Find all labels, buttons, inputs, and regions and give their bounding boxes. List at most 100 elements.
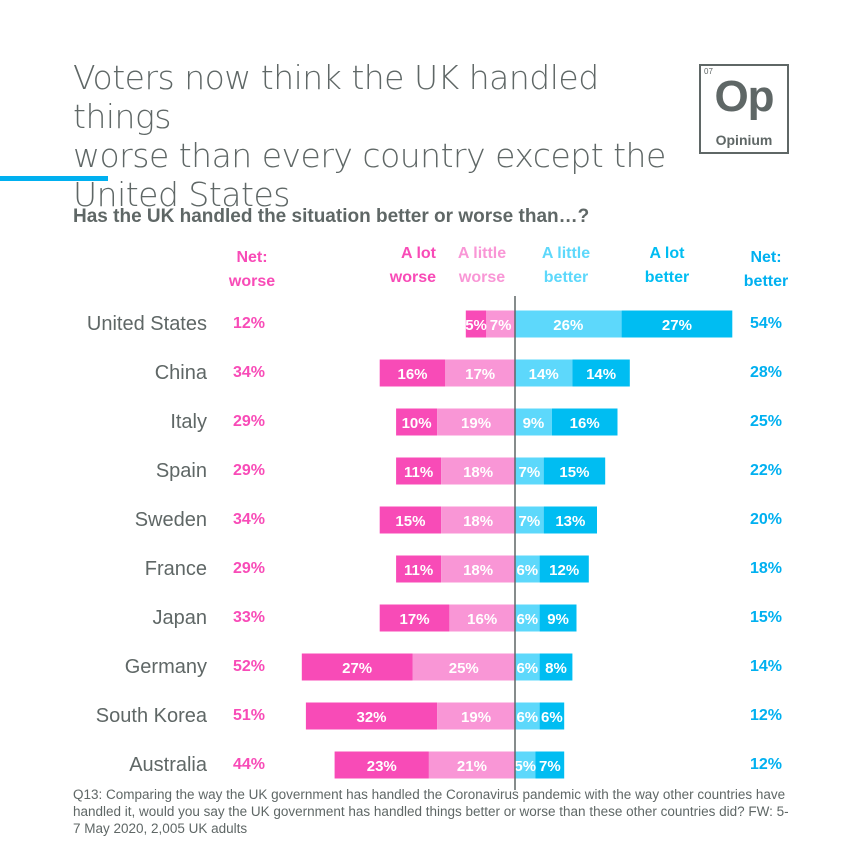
header-line: Net: <box>236 249 268 266</box>
header-line: worse <box>228 273 276 290</box>
bar-a-lot-worse-label: 32% <box>356 709 386 726</box>
bar-a-lot-better <box>539 702 565 730</box>
category-label: Japan <box>153 607 208 629</box>
bar-a-lot-better <box>539 653 573 681</box>
title-line: worse than every country except the <box>73 136 666 175</box>
header-a-lot-better: A lot better <box>632 242 702 290</box>
bar-a-lot-better-label: 12% <box>549 562 579 579</box>
net-better-value: 20% <box>750 511 782 528</box>
bar-a-lot-better <box>539 555 589 583</box>
bar-a-lot-worse <box>396 408 438 436</box>
bar-a-lot-better-label: 15% <box>559 464 589 481</box>
bar-a-little-better-label: 6% <box>516 709 538 726</box>
bar-a-little-worse <box>441 506 515 534</box>
header-net-worse: Net: worse <box>222 246 282 294</box>
bar-a-little-better <box>515 310 622 338</box>
bar-a-little-better <box>515 408 552 436</box>
bar-a-little-better-label: 26% <box>553 317 583 334</box>
bar-a-lot-better <box>551 408 618 436</box>
title-line: United States <box>73 175 290 214</box>
bar-a-lot-better-label: 27% <box>662 317 692 334</box>
bar-a-lot-better-label: 7% <box>539 758 561 775</box>
bar-a-lot-worse-label: 11% <box>404 562 433 579</box>
bar-a-little-better-label: 9% <box>523 415 545 432</box>
bar-a-lot-worse-label: 17% <box>400 611 430 628</box>
category-label: South Korea <box>96 705 208 727</box>
header-line: A little <box>457 245 507 262</box>
bar-a-lot-better-label: 6% <box>541 709 563 726</box>
net-better-value: 22% <box>750 462 782 479</box>
net-worse-value: 29% <box>233 560 265 577</box>
bar-a-little-worse-label: 19% <box>461 709 491 726</box>
bar-a-lot-worse <box>396 457 442 485</box>
category-label: France <box>145 558 207 580</box>
bar-a-lot-worse-label: 16% <box>397 366 427 383</box>
bar-a-lot-better-label: 9% <box>547 611 569 628</box>
bar-a-little-better <box>515 751 536 779</box>
category-label: China <box>155 362 208 384</box>
net-worse-value: 29% <box>233 462 265 479</box>
net-worse-value: 33% <box>233 609 265 626</box>
net-better-value: 15% <box>750 609 782 626</box>
bar-a-little-worse <box>441 457 515 485</box>
bar-a-lot-worse <box>465 310 487 338</box>
bar-a-little-worse-label: 18% <box>463 513 493 530</box>
logo-symbol: Op <box>714 72 774 121</box>
bar-a-lot-better-label: 13% <box>555 513 585 530</box>
header-line: worse <box>389 269 436 286</box>
bar-a-little-worse <box>449 604 515 632</box>
header-line: better <box>543 269 589 286</box>
logo-number: 07 <box>704 67 713 76</box>
header-line: A lot <box>401 245 436 262</box>
net-worse-value: 51% <box>233 707 265 724</box>
category-label: Italy <box>170 411 207 433</box>
bar-a-little-better <box>515 702 540 730</box>
bar-a-little-better-label: 5% <box>514 758 536 775</box>
page-title: Voters now think the UK handled things w… <box>73 58 693 214</box>
bar-a-little-worse <box>445 359 515 387</box>
bar-a-little-better <box>515 653 540 681</box>
bar-a-lot-worse-label: 11% <box>404 464 433 481</box>
category-label: United States <box>87 313 207 335</box>
bar-a-lot-worse <box>396 555 442 583</box>
accent-rule <box>0 176 108 181</box>
net-better-value: 12% <box>750 756 782 773</box>
bar-a-little-better <box>515 457 544 485</box>
header-line: worse <box>458 269 506 286</box>
bar-a-little-worse-label: 18% <box>463 464 493 481</box>
bar-a-little-better-label: 6% <box>516 660 538 677</box>
bar-a-lot-worse <box>334 751 429 779</box>
bar-a-little-worse-label: 16% <box>467 611 497 628</box>
bar-a-lot-better <box>539 604 577 632</box>
net-better-value: 14% <box>750 658 782 675</box>
bar-a-little-better-label: 7% <box>519 513 541 530</box>
bar-a-lot-worse <box>305 702 438 730</box>
bar-a-lot-worse-label: 23% <box>367 758 397 775</box>
bar-a-lot-worse <box>379 506 442 534</box>
bar-a-little-worse <box>441 555 515 583</box>
net-worse-value: 29% <box>233 413 265 430</box>
bar-a-little-better <box>515 506 544 534</box>
net-better-value: 12% <box>750 707 782 724</box>
bar-a-lot-worse <box>379 604 450 632</box>
net-worse-value: 12% <box>233 315 265 332</box>
header-a-little-worse: A little worse <box>450 242 514 290</box>
bar-a-little-better-label: 7% <box>519 464 541 481</box>
logo-name: Opinium <box>715 132 773 148</box>
header-a-lot-worse: A lot worse <box>370 242 436 290</box>
header-line: A lot <box>649 245 685 262</box>
net-worse-value: 52% <box>233 658 265 675</box>
bar-a-lot-worse <box>379 359 446 387</box>
bar-a-lot-better <box>543 457 606 485</box>
category-label: Australia <box>129 754 208 776</box>
bar-a-little-worse <box>428 751 515 779</box>
net-better-value: 25% <box>750 413 782 430</box>
bar-a-lot-worse-label: 10% <box>402 415 432 432</box>
bar-a-lot-worse-label: 5% <box>465 317 487 334</box>
bar-a-lot-better <box>572 359 630 387</box>
bar-a-little-worse-label: 21% <box>457 758 487 775</box>
bar-a-lot-worse-label: 27% <box>342 660 372 677</box>
net-worse-value: 34% <box>233 364 265 381</box>
bar-a-lot-better-label: 14% <box>586 366 616 383</box>
